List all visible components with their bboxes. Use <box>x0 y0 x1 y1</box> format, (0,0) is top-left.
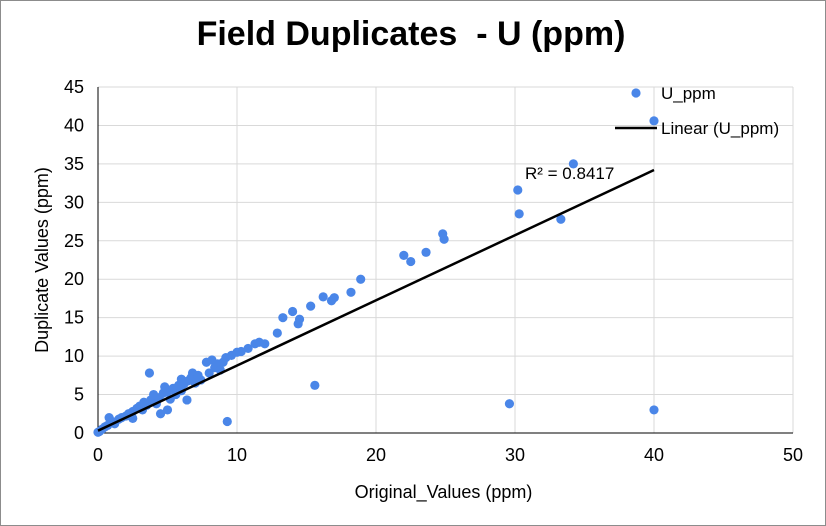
data-point <box>243 343 253 354</box>
data-point <box>222 416 232 427</box>
data-point <box>236 346 246 357</box>
data-point <box>144 368 155 378</box>
tick-labels: 0 10 20 30 40 50 0 5 10 15 20 25 30 35 40 45 <box>64 77 803 465</box>
data-point <box>439 234 449 244</box>
y-tick-label: 25 <box>64 231 84 251</box>
data-point <box>272 328 282 338</box>
data-point <box>288 306 298 317</box>
data-point <box>406 256 416 267</box>
data-point <box>568 159 578 169</box>
data-point <box>260 339 270 349</box>
legend-label-linear: Linear (U_ppm) <box>661 119 779 138</box>
data-point <box>649 116 659 126</box>
data-point <box>310 380 320 390</box>
y-tick-label: 20 <box>64 269 84 289</box>
y-tick-label: 30 <box>64 192 84 212</box>
data-point <box>504 399 515 409</box>
y-tick-label: 45 <box>64 77 84 97</box>
legend-marker-u-ppm <box>631 88 641 98</box>
data-point <box>294 314 305 324</box>
y-tick-label: 5 <box>74 385 84 405</box>
data-point <box>162 405 173 415</box>
trendline-layer <box>97 168 655 432</box>
y-tick-label: 40 <box>64 115 84 135</box>
data-point <box>649 405 659 415</box>
x-tick-label: 30 <box>505 445 525 465</box>
trendline <box>97 168 655 432</box>
data-point <box>318 292 328 302</box>
x-tick-label: 10 <box>227 445 247 465</box>
data-point <box>399 250 409 260</box>
data-point <box>556 214 566 224</box>
data-point <box>329 293 339 303</box>
data-point <box>421 247 431 257</box>
axes-layer <box>97 87 793 434</box>
data-point <box>514 209 524 219</box>
y-tick-label: 15 <box>64 308 84 328</box>
data-point <box>182 395 192 405</box>
data-point <box>513 185 523 195</box>
x-tick-label: 40 <box>644 445 664 465</box>
x-tick-label: 20 <box>366 445 386 465</box>
data-point <box>278 313 288 323</box>
data-point <box>356 274 366 284</box>
y-tick-label: 35 <box>64 154 84 174</box>
data-point <box>346 287 356 297</box>
y-axis-title: Duplicate Values (ppm) <box>32 167 52 353</box>
x-axis-title: Original_Values (ppm) <box>355 482 533 503</box>
r-squared-label: R² = 0.8417 <box>525 164 614 183</box>
legend-label-u-ppm: U_ppm <box>661 84 716 103</box>
y-tick-label: 10 <box>64 346 84 366</box>
data-point <box>155 409 166 419</box>
y-tick-label: 0 <box>74 423 84 443</box>
chart-title: Field Duplicates - U (ppm) <box>196 15 626 53</box>
data-point <box>306 301 316 311</box>
chart-labels: Original_Values (ppm) Duplicate Values (p… <box>32 84 779 503</box>
x-tick-label: 50 <box>783 445 803 465</box>
x-tick-label: 0 <box>93 445 103 465</box>
